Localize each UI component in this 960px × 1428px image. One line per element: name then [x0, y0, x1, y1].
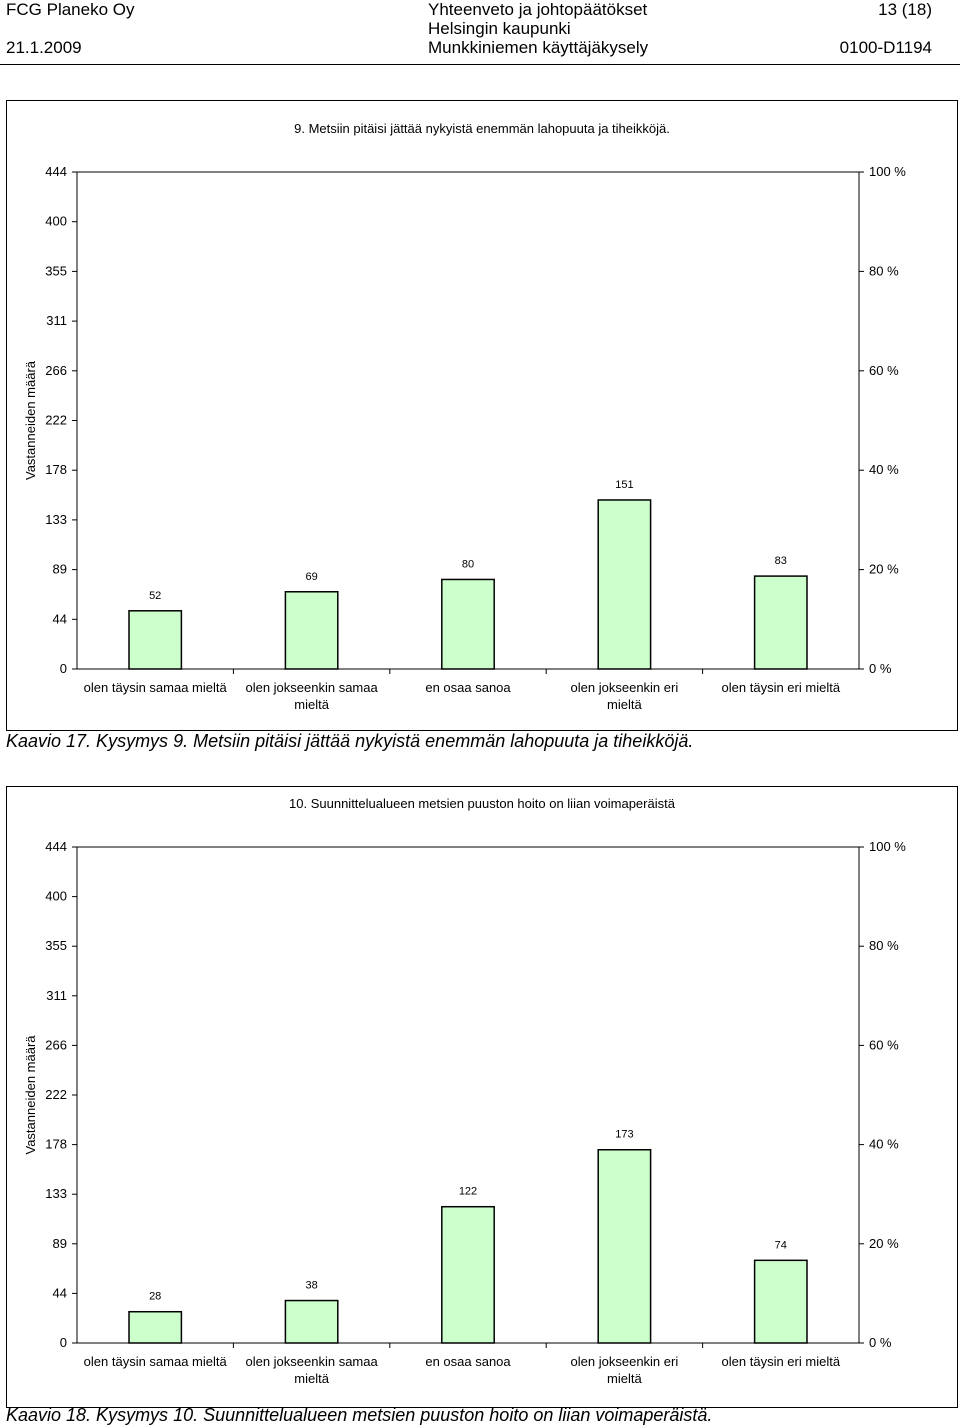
bar — [597, 499, 652, 670]
survey-name: Munkkiniemen käyttäjäkysely — [428, 38, 649, 57]
bar — [441, 578, 495, 670]
page-number: 13 (18) — [878, 0, 932, 19]
bar — [753, 575, 808, 670]
x-category-label: olen täysin samaa mieltä — [84, 1354, 228, 1369]
company-name: FCG Planeko Oy — [6, 0, 135, 19]
y-tick-label: 400 — [45, 214, 67, 229]
chart-caption-1: Kaavio 17. Kysymys 9. Metsiin pitäisi jä… — [6, 731, 694, 751]
y2-tick-label: 80 % — [869, 938, 899, 953]
y2-tick-label: 100 % — [869, 839, 906, 854]
y-tick-label: 178 — [45, 1137, 67, 1152]
data-label: 122 — [459, 1186, 477, 1198]
y-tick-label: 444 — [45, 839, 67, 854]
data-label: 74 — [775, 1239, 787, 1251]
bar — [284, 591, 339, 670]
x-category-label: olen jokseenkin eri — [571, 680, 679, 695]
bar — [441, 1205, 495, 1344]
bar — [128, 1310, 183, 1344]
chart-frame-2: 10. Suunnittelualueen metsien puuston ho… — [6, 786, 958, 1408]
y-tick-label: 222 — [45, 1087, 67, 1102]
bar — [284, 1299, 339, 1344]
y2-tick-label: 0 % — [869, 1335, 892, 1350]
chart-title-2: 10. Suunnittelualueen metsien puuston ho… — [289, 796, 675, 811]
x-category-label: mieltä — [294, 697, 329, 712]
data-label: 173 — [615, 1129, 633, 1141]
y-tick-label: 311 — [46, 313, 67, 328]
bar-chart-1: 0 44 89 133 178 222 266 311 355 400 444 0 % 20 % 40 %… — [23, 164, 906, 712]
document-title: Yhteenveto ja johtopäätökset — [428, 0, 648, 19]
y-tick-label: 400 — [45, 889, 67, 904]
y2-tick-label: 40 % — [869, 1137, 899, 1152]
y2-tick-label: 60 % — [869, 1037, 899, 1052]
y2-tick-label: 80 % — [869, 263, 899, 278]
x-category-label: mieltä — [294, 1371, 329, 1386]
y-tick-label: 44 — [53, 1285, 67, 1300]
document-date: 21.1.2009 — [6, 38, 82, 57]
chart-title-1: 9. Metsiin pitäisi jättää nykyistä enemm… — [294, 121, 670, 136]
data-label: 80 — [462, 558, 474, 570]
data-label: 28 — [149, 1291, 161, 1303]
x-category-label: olen täysin samaa mieltä — [84, 680, 228, 695]
x-category-label: olen täysin eri mieltä — [722, 680, 841, 695]
chart-caption-2: Kaavio 18. Kysymys 10. Suunnittelualueen… — [6, 1405, 713, 1425]
bar — [128, 610, 183, 670]
y-tick-label: 444 — [45, 164, 67, 179]
y2-tick-label: 20 % — [869, 562, 899, 577]
x-category-label: olen täysin eri mieltä — [722, 1354, 841, 1369]
chart-frame-1: 9. Metsiin pitäisi jättää nykyistä enemm… — [6, 100, 958, 731]
y-tick-label: 133 — [45, 1186, 67, 1201]
y-axis-title: Vastanneiden määrä — [23, 360, 38, 480]
y2-tick-label: 0 % — [869, 661, 892, 676]
y2-tick-label: 60 % — [869, 363, 899, 378]
x-category-label: olen jokseenkin samaa — [245, 680, 378, 695]
y-tick-label: 311 — [46, 988, 67, 1003]
x-category-label: olen jokseenkin eri — [571, 1354, 679, 1369]
data-label: 83 — [775, 555, 787, 567]
document-code: 0100-D1194 — [839, 38, 932, 57]
x-category-label: mieltä — [607, 697, 642, 712]
client-name: Helsingin kaupunki — [428, 19, 571, 38]
data-label: 38 — [305, 1280, 317, 1292]
y-tick-label: 0 — [60, 661, 67, 676]
header-rule — [0, 64, 960, 65]
y-tick-label: 44 — [53, 611, 67, 626]
x-category-label: mieltä — [607, 1371, 642, 1386]
y-tick-label: 0 — [60, 1335, 67, 1350]
y2-tick-label: 40 % — [869, 462, 899, 477]
y-tick-label: 222 — [45, 413, 67, 428]
y-tick-label: 355 — [45, 263, 67, 278]
bar — [753, 1259, 808, 1344]
y-tick-label: 178 — [45, 462, 67, 477]
x-category-label: en osaa sanoa — [425, 680, 511, 695]
bar-chart-2: 0 44 89 133 178 222 266 311 355 400 444 0 % 20 % 40 %… — [23, 839, 906, 1386]
y-tick-label: 133 — [45, 512, 67, 527]
bar — [597, 1148, 652, 1344]
data-label: 69 — [305, 571, 317, 583]
y-tick-label: 266 — [45, 1037, 67, 1052]
y-tick-label: 89 — [53, 1236, 67, 1251]
data-label: 151 — [615, 479, 633, 491]
x-category-label: olen jokseenkin samaa — [245, 1354, 378, 1369]
y-tick-label: 355 — [45, 938, 67, 953]
data-label: 52 — [149, 590, 161, 602]
y-tick-label: 89 — [53, 562, 67, 577]
y-axis-title: Vastanneiden määrä — [23, 1035, 38, 1155]
y-tick-label: 266 — [45, 363, 67, 378]
x-category-label: en osaa sanoa — [425, 1354, 511, 1369]
y2-tick-label: 100 % — [869, 164, 906, 179]
y2-tick-label: 20 % — [869, 1236, 899, 1251]
